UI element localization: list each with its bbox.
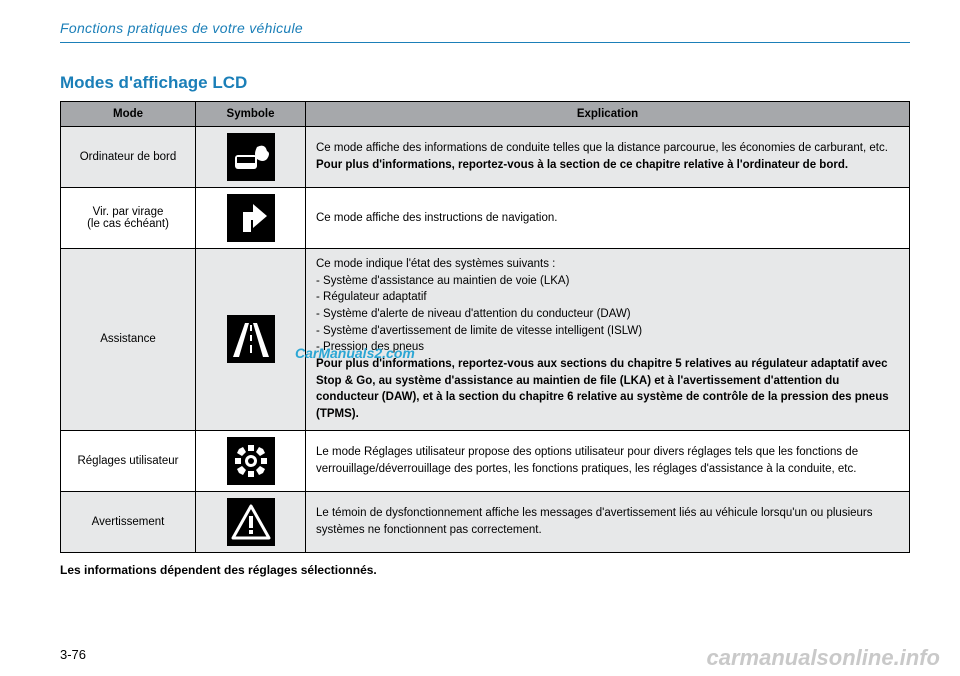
bullet: - Pression des pneus [316,341,424,353]
explanation-cell: Ce mode affiche des informations de cond… [306,127,910,188]
bullet: - Système d'avertissement de limite de v… [316,325,642,337]
lcd-modes-table: Mode Symbole Explication Ordinateur de b… [60,101,910,553]
explanation-bold: Pour plus d'informations, reportez-vous … [316,358,889,420]
trip-computer-icon [227,133,275,181]
symbol-cell [196,249,306,431]
explanation-intro: Ce mode indique l'état des systèmes suiv… [316,258,555,270]
page-number: 3-76 [60,647,86,662]
explanation-text: Le mode Réglages utilisateur propose des… [316,446,858,475]
bullet: - Système d'assistance au maintien de vo… [316,275,569,287]
col-header-mode: Mode [61,102,196,127]
explanation-text: Le témoin de dysfonctionnement affiche l… [316,507,873,536]
col-header-explanation: Explication [306,102,910,127]
warning-triangle-icon [227,498,275,546]
watermark-large: carmanualsonline.info [707,645,941,671]
lane-assist-icon [227,315,275,363]
footer-note: Les informations dépendent des réglages … [60,563,910,577]
symbol-cell [196,430,306,491]
symbol-cell [196,127,306,188]
explanation-bold: Pour plus d'informations, reportez-vous … [316,159,848,171]
mode-cell: Réglages utilisateur [61,430,196,491]
chapter-header: Fonctions pratiques de votre véhicule [60,20,910,43]
table-row: Réglages utilisateur [61,430,910,491]
mode-cell: Vir. par virage (le cas échéant) [61,188,196,249]
mode-line1: Vir. par virage [93,206,164,218]
settings-gear-icon [227,437,275,485]
col-header-symbol: Symbole [196,102,306,127]
section-title: Modes d'affichage LCD [60,73,910,93]
explanation-text: Ce mode affiche des informations de cond… [316,142,888,154]
explanation-cell: Le mode Réglages utilisateur propose des… [306,430,910,491]
mode-cell: Assistance [61,249,196,431]
turn-arrow-icon [227,194,275,242]
mode-line2: (le cas échéant) [87,218,169,230]
table-row: Assistance Ce mode indique l'état des sy… [61,249,910,431]
mode-cell: Ordinateur de bord [61,127,196,188]
symbol-cell [196,491,306,552]
mode-cell: Avertissement [61,491,196,552]
explanation-cell: Le témoin de dysfonctionnement affiche l… [306,491,910,552]
symbol-cell [196,188,306,249]
explanation-cell: Ce mode indique l'état des systèmes suiv… [306,249,910,431]
explanation-text: Ce mode affiche des instructions de navi… [316,212,557,224]
bullet: - Système d'alerte de niveau d'attention… [316,308,631,320]
table-row: Avertissement Le témoin de dysfonctionne… [61,491,910,552]
bullet: - Régulateur adaptatif [316,291,427,303]
table-row: Vir. par virage (le cas échéant) Ce mode… [61,188,910,249]
table-row: Ordinateur de bord Ce mode affiche des i… [61,127,910,188]
explanation-cell: Ce mode affiche des instructions de navi… [306,188,910,249]
